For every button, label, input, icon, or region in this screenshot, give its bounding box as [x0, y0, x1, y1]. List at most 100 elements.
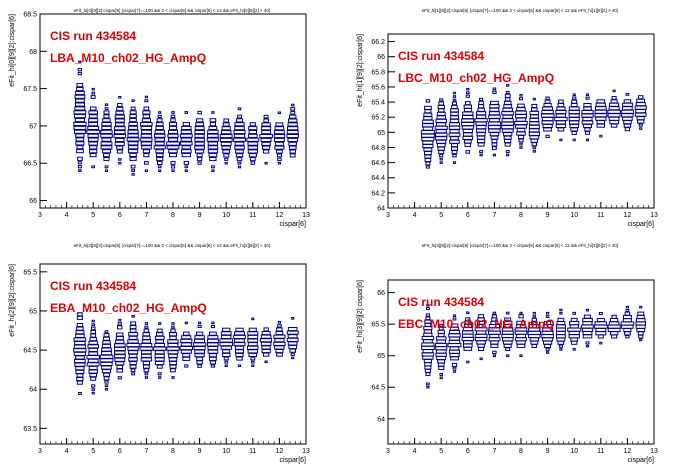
- histogram-box: [436, 339, 446, 344]
- histogram-box: [620, 321, 635, 326]
- histogram-box: [99, 358, 114, 363]
- histogram-box: [127, 133, 139, 138]
- y-tick-label: 65.8: [371, 69, 385, 76]
- x-tick-label: 13: [650, 212, 658, 219]
- histogram-box: [154, 335, 165, 340]
- histogram-box: [73, 129, 87, 134]
- histogram-box: [611, 334, 618, 339]
- histogram-box: [571, 131, 577, 135]
- histogram-box: [447, 343, 462, 348]
- histogram-box: [569, 324, 579, 329]
- y-tick-label: 65: [29, 308, 37, 315]
- histogram-box: [545, 347, 550, 351]
- histogram-box: [88, 351, 99, 356]
- histogram-box: [194, 353, 205, 358]
- histogram-box: [251, 317, 255, 321]
- histogram-box: [438, 101, 444, 106]
- histogram-box: [211, 169, 215, 172]
- histogram-box: [209, 360, 217, 365]
- histogram-box: [438, 108, 445, 113]
- histogram-box: [102, 340, 111, 345]
- histogram-box: [492, 146, 497, 150]
- histogram-box: [157, 160, 163, 165]
- x-axis-label: cispar[6]: [280, 457, 307, 464]
- histogram-box: [91, 388, 95, 391]
- histogram-box: [237, 114, 243, 119]
- histogram-box: [167, 343, 179, 348]
- histogram-box: [103, 157, 110, 162]
- histogram-box: [140, 141, 153, 146]
- histogram-box: [466, 91, 470, 95]
- histogram-box: [154, 129, 165, 134]
- histogram-box: [237, 107, 242, 111]
- histogram-box: [130, 321, 137, 326]
- histogram-box: [594, 321, 607, 326]
- histogram-box: [422, 119, 434, 124]
- chart-panel-3: eFit_hi[2][9][2]:cispar[6] {cispar[7]==1…: [9, 243, 310, 464]
- histogram-box: [208, 353, 217, 358]
- histogram-box: [448, 125, 461, 130]
- histogram-box: [543, 340, 553, 345]
- histogram-box: [194, 335, 205, 340]
- histogram-box: [140, 133, 153, 138]
- x-tick-label: 3: [386, 212, 390, 219]
- histogram-box: [222, 149, 231, 154]
- histogram-box: [448, 122, 460, 127]
- histogram-box: [277, 111, 282, 115]
- histogram-box: [144, 99, 149, 103]
- histogram-box: [622, 116, 633, 121]
- histogram-box: [87, 358, 99, 363]
- histogram-box: [264, 360, 268, 364]
- histogram-box: [127, 141, 139, 146]
- histogram-box: [114, 343, 126, 348]
- histogram-box: [570, 317, 578, 322]
- histogram-box: [516, 128, 526, 133]
- histogram-box: [78, 60, 82, 64]
- histogram-box: [127, 346, 139, 351]
- histogram-box: [448, 349, 460, 354]
- histogram-box: [435, 349, 447, 354]
- histogram-box: [232, 137, 246, 142]
- x-tick-label: 10: [570, 448, 578, 455]
- histogram-box: [181, 335, 192, 340]
- histogram-box: [194, 338, 206, 343]
- histogram-box: [195, 122, 205, 127]
- box-series: [73, 60, 299, 176]
- x-tick-label: 5: [439, 448, 443, 455]
- histogram-box: [91, 319, 95, 323]
- histogram-box: [181, 145, 191, 150]
- histogram-box: [100, 141, 113, 146]
- histogram-box: [198, 321, 202, 325]
- histogram-box: [451, 143, 459, 148]
- histogram-box: [211, 111, 215, 114]
- histogram-box: [104, 384, 109, 387]
- histogram-box: [501, 330, 514, 335]
- histogram-box: [451, 150, 458, 155]
- histogram-box: [450, 356, 459, 361]
- histogram-box: [167, 133, 179, 138]
- histogram-box: [529, 121, 540, 126]
- histogram-box: [209, 122, 217, 127]
- histogram-box: [247, 145, 259, 150]
- y-tick-label: 64.4: [371, 175, 385, 182]
- histogram-box: [555, 113, 567, 118]
- histogram-box: [195, 149, 205, 154]
- histogram-box: [75, 141, 85, 146]
- histogram-box: [635, 321, 646, 326]
- histogram-box: [194, 145, 205, 150]
- histogram-box: [594, 109, 608, 114]
- histogram-box: [262, 352, 270, 357]
- histogram-box: [611, 96, 617, 100]
- histogram-box: [530, 138, 538, 143]
- y-tick-label: 64: [377, 206, 385, 213]
- histogram-box: [207, 149, 219, 154]
- histogram-box: [425, 372, 431, 377]
- histogram-box: [117, 322, 122, 326]
- histogram-box: [515, 110, 527, 115]
- histogram-box: [142, 114, 151, 119]
- histogram-box: [154, 353, 165, 358]
- histogram-box: [452, 161, 457, 164]
- histogram-box: [115, 110, 125, 115]
- histogram-box: [463, 108, 472, 113]
- histogram-box: [438, 365, 445, 370]
